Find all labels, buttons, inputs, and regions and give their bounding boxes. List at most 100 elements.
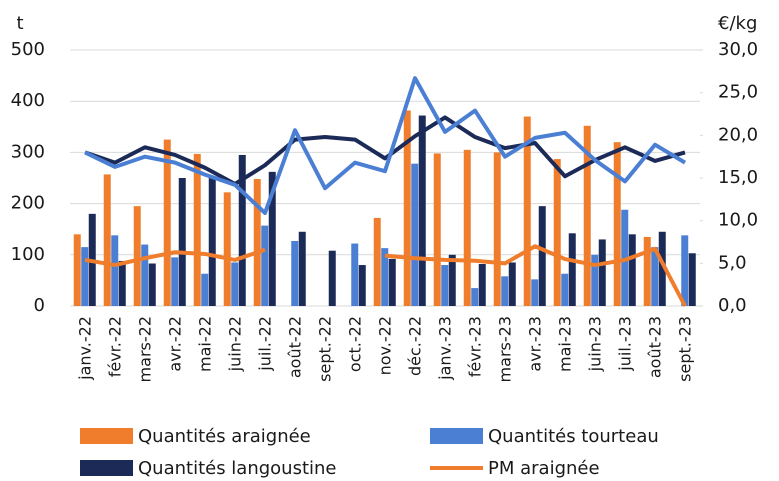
bar <box>171 257 179 306</box>
y2-tick-label: 30,0 <box>718 39 758 60</box>
y2-tick-label: 10,0 <box>718 210 758 231</box>
x-tick-label: mai-22 <box>196 316 215 372</box>
bar <box>658 231 666 306</box>
bar <box>193 153 201 306</box>
x-tick-label: janv.-23 <box>436 316 455 381</box>
bar <box>178 178 186 306</box>
x-tick-label: févr.-22 <box>106 316 125 377</box>
bar <box>261 225 269 306</box>
bar <box>471 288 479 306</box>
bar <box>328 250 336 306</box>
bar <box>111 235 119 306</box>
bar <box>351 243 359 306</box>
x-tick-label: août-23 <box>646 316 665 378</box>
x-tick-label: oct.-22 <box>346 316 365 372</box>
bar <box>373 217 381 306</box>
bar <box>493 152 501 306</box>
bar <box>441 265 449 306</box>
line <box>84 115 686 186</box>
bar <box>388 258 396 306</box>
legend-swatch <box>430 428 483 444</box>
bar <box>253 179 261 306</box>
bar <box>118 260 126 306</box>
y-tick-label: 400 <box>11 90 45 111</box>
bar <box>531 279 539 306</box>
bar <box>381 248 389 306</box>
bar <box>598 239 606 306</box>
x-tick-label: juin-22 <box>226 316 245 372</box>
bar <box>621 209 629 306</box>
bar <box>538 206 546 306</box>
bar <box>478 264 486 306</box>
legend-label: Quantités tourteau <box>488 426 659 447</box>
bar <box>358 265 366 306</box>
x-tick-label: févr.-23 <box>466 316 485 377</box>
y-axis-label: t <box>16 13 23 34</box>
bar <box>411 163 419 306</box>
bar <box>231 262 239 306</box>
x-tick-label: janv.-22 <box>76 316 95 381</box>
bar <box>403 110 411 306</box>
bar <box>501 276 509 306</box>
bar <box>553 159 561 306</box>
bar <box>561 273 569 306</box>
y2-tick-label: 0,0 <box>718 295 747 316</box>
legend-label: Quantités langoustine <box>138 458 337 479</box>
x-tick-label: mars-23 <box>496 316 515 382</box>
bar <box>208 178 216 306</box>
bar <box>291 240 299 306</box>
bar <box>688 253 696 306</box>
bar <box>418 115 426 306</box>
y2-tick-label: 25,0 <box>718 82 758 103</box>
y2-axis-label: €/kg <box>718 13 757 34</box>
x-tick-label: nov.-22 <box>376 316 395 375</box>
bar <box>163 139 171 306</box>
bar <box>148 263 156 306</box>
bar <box>133 206 141 306</box>
bar <box>568 233 576 306</box>
bar <box>433 153 441 306</box>
y-tick-label: 100 <box>11 244 45 265</box>
x-tick-label: déc.-22 <box>406 316 425 376</box>
bar <box>238 154 246 306</box>
x-tick-label: juil.-23 <box>616 316 635 372</box>
x-tick-label: juil.-22 <box>256 316 275 372</box>
bar <box>628 234 636 306</box>
y2-tick-label: 15,0 <box>718 167 758 188</box>
bar <box>613 142 621 306</box>
bar <box>591 254 599 306</box>
x-tick-label: août-22 <box>286 316 305 378</box>
bar <box>463 149 471 306</box>
bar <box>508 262 516 306</box>
bar <box>268 171 276 306</box>
bar <box>448 254 456 306</box>
bar <box>103 174 111 306</box>
x-tick-label: sept.-22 <box>316 316 335 382</box>
bar <box>81 247 89 306</box>
x-tick-label: mars-22 <box>136 316 155 382</box>
legend-label: PM araignée <box>488 458 600 479</box>
x-tick-label: mai-23 <box>556 316 575 372</box>
y-tick-label: 0 <box>34 295 45 316</box>
bar <box>141 244 149 306</box>
x-tick-label: sept.-23 <box>676 316 695 382</box>
y-tick-label: 500 <box>11 39 45 60</box>
legend-swatch <box>80 460 133 476</box>
line <box>84 244 687 307</box>
bar <box>298 231 306 306</box>
bar <box>681 235 689 306</box>
y-tick-label: 200 <box>11 193 45 214</box>
y2-tick-label: 5,0 <box>718 252 747 273</box>
legend-label: Quantités araignée <box>138 426 311 447</box>
bar <box>523 116 531 306</box>
bar <box>201 273 209 306</box>
legend-swatch <box>80 428 133 444</box>
bar <box>73 234 81 306</box>
x-tick-label: avr.-23 <box>526 316 545 372</box>
bar <box>223 192 231 306</box>
bar <box>643 236 651 306</box>
bar <box>583 125 591 306</box>
x-tick-label: avr.-22 <box>166 316 185 372</box>
x-tick-label: juin-23 <box>586 316 605 372</box>
